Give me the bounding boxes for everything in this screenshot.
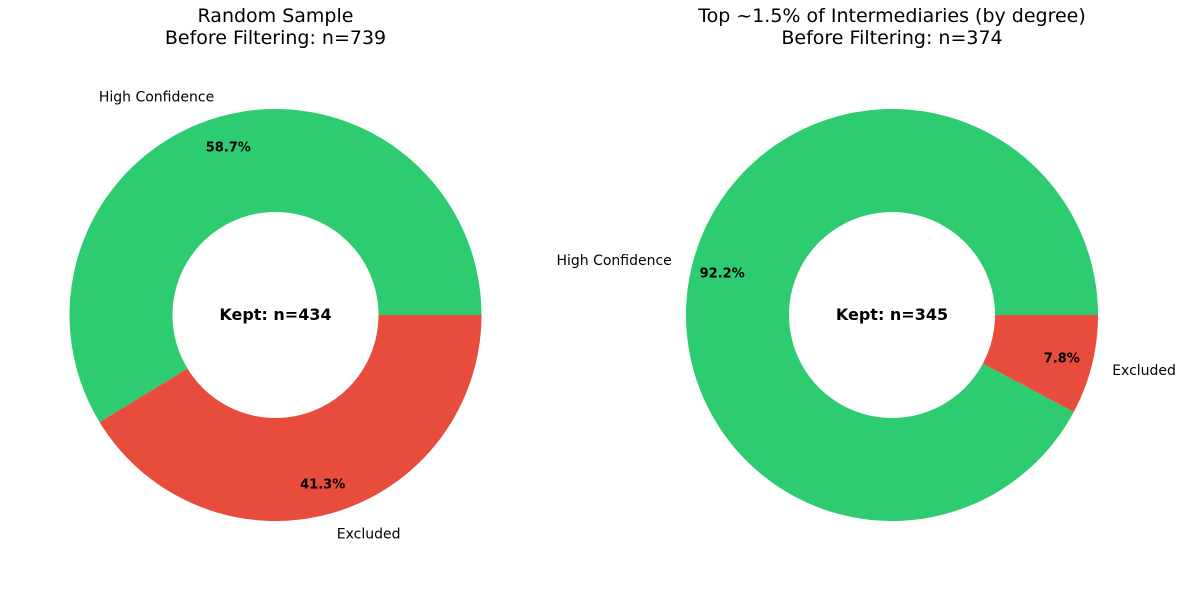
- percent-label-high-confidence: 58.7%: [206, 141, 251, 156]
- donut-hole: [789, 212, 995, 418]
- donut-chart-top-intermediaries: Top ~1.5% of Intermediaries (by degree) …: [556, 5, 1176, 522]
- category-label-excluded: Excluded: [1112, 363, 1176, 379]
- percent-label-excluded: 7.8%: [1044, 352, 1080, 367]
- donut-hole: [172, 212, 379, 418]
- category-label-high-confidence: High Confidence: [99, 89, 214, 105]
- percent-label-high-confidence: 92.2%: [700, 267, 745, 282]
- chart-title: Top ~1.5% of Intermediaries (by degree): [697, 5, 1086, 27]
- chart-subtitle: Before Filtering: n=739: [165, 27, 386, 49]
- center-label: Kept: n=345: [836, 305, 948, 324]
- percent-label-excluded: 41.3%: [300, 478, 345, 493]
- center-label: Kept: n=434: [219, 305, 331, 324]
- category-label-excluded: Excluded: [337, 527, 401, 543]
- donut-chart-random-sample: Random Sample Before Filtering: n=739 Ex…: [69, 5, 482, 543]
- chart-subtitle: Before Filtering: n=374: [781, 27, 1002, 49]
- chart-title: Random Sample: [198, 5, 354, 27]
- category-label-high-confidence: High Confidence: [556, 253, 671, 269]
